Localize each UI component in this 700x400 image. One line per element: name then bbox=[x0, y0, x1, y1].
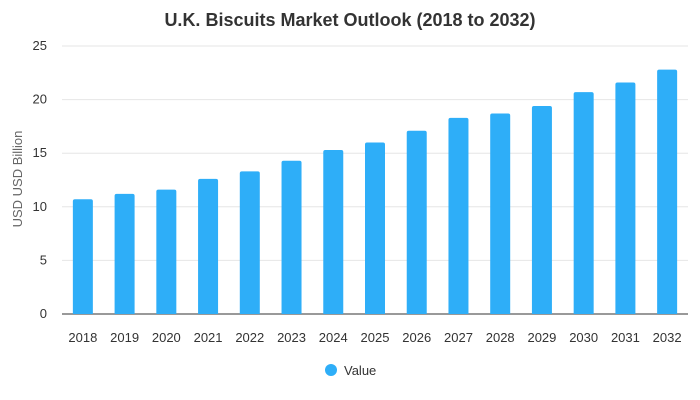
chart-title: U.K. Biscuits Market Outlook (2018 to 20… bbox=[164, 10, 535, 30]
x-tick-label: 2029 bbox=[527, 330, 556, 345]
legend-label-value: Value bbox=[344, 363, 376, 378]
y-tick-label: 25 bbox=[33, 38, 47, 53]
x-tick-label: 2030 bbox=[569, 330, 598, 345]
x-tick-label: 2022 bbox=[235, 330, 264, 345]
x-tick-label: 2019 bbox=[110, 330, 139, 345]
x-tick-label: 2026 bbox=[402, 330, 431, 345]
bar-2021[interactable] bbox=[198, 178, 219, 314]
bar-2026[interactable] bbox=[406, 130, 427, 314]
y-axis-label: USD USD Billion bbox=[10, 131, 25, 228]
legend[interactable]: Value bbox=[325, 363, 376, 378]
x-tick-label: 2027 bbox=[444, 330, 473, 345]
bar-2029[interactable] bbox=[531, 106, 552, 314]
bar-2028[interactable] bbox=[490, 113, 511, 314]
x-tick-label: 2028 bbox=[486, 330, 515, 345]
x-tick-label: 2021 bbox=[194, 330, 223, 345]
bar-2022[interactable] bbox=[239, 171, 260, 314]
y-tick-label: 0 bbox=[40, 306, 47, 321]
bar-2023[interactable] bbox=[281, 160, 302, 314]
x-tick-label: 2031 bbox=[611, 330, 640, 345]
x-tick-label: 2025 bbox=[361, 330, 390, 345]
bar-2020[interactable] bbox=[156, 189, 177, 314]
x-axis-ticks: 2018 2019 2020 2021 2022 2023 2024 2025 2026 2027… bbox=[68, 330, 681, 345]
x-tick-label: 2020 bbox=[152, 330, 181, 345]
bar-2024[interactable] bbox=[323, 149, 344, 314]
x-tick-label: 2018 bbox=[68, 330, 97, 345]
legend-marker bbox=[325, 364, 337, 376]
bar-2025[interactable] bbox=[365, 142, 385, 314]
bar-2032[interactable] bbox=[657, 69, 678, 314]
y-tick-label: 5 bbox=[40, 252, 47, 267]
bar-2019[interactable] bbox=[114, 193, 135, 314]
x-tick-label: 2032 bbox=[653, 330, 682, 345]
bar-series bbox=[72, 69, 678, 314]
bar-2018[interactable] bbox=[72, 199, 93, 314]
bar-2030[interactable] bbox=[573, 92, 594, 314]
y-tick-label: 15 bbox=[33, 145, 47, 160]
bar-2027[interactable] bbox=[448, 117, 469, 314]
y-tick-label: 10 bbox=[33, 199, 47, 214]
y-axis-ticks: 0 5 10 15 20 25 bbox=[33, 38, 47, 321]
x-tick-label: 2023 bbox=[277, 330, 306, 345]
y-tick-label: 20 bbox=[33, 92, 47, 107]
x-tick-label: 2024 bbox=[319, 330, 348, 345]
bar-2031[interactable] bbox=[615, 82, 636, 314]
